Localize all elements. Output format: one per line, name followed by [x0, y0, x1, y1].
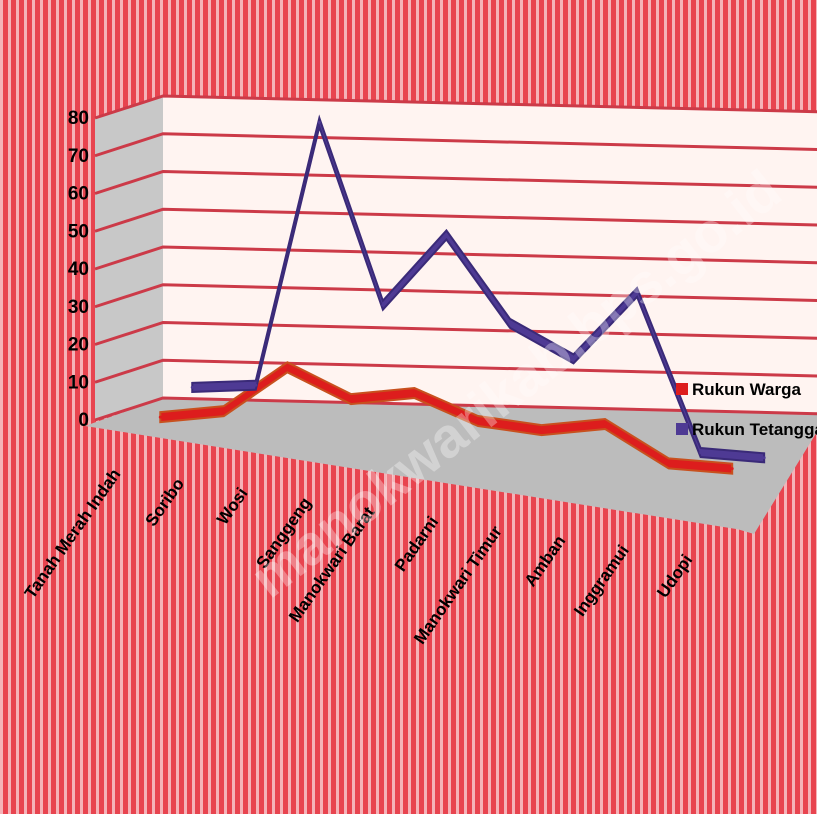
data-point-rukun-tetangga-sanggeng [381, 303, 385, 307]
y-tick-label: 60 [68, 184, 89, 205]
series-rukun-warga [158, 361, 734, 475]
y-tick-label: 30 [68, 297, 89, 318]
legend-swatch-rukun-warga [676, 383, 688, 395]
legend-swatch-rukun-tetangga [676, 423, 688, 435]
data-point-rukun-warga-wosi [285, 365, 289, 369]
y-tick-label: 10 [68, 372, 89, 393]
y-tick-label: 50 [68, 221, 89, 242]
data-point-rukun-tetangga-inggramui [699, 450, 703, 454]
gridline-10 [94, 358, 817, 384]
data-point-rukun-warga-udopi [730, 467, 734, 471]
data-point-rukun-warga-tanah-merah-indah [158, 415, 162, 419]
data-point-rukun-tetangga-udopi [762, 456, 766, 460]
data-point-rukun-warga-soribo [222, 409, 226, 413]
gridline-80 [94, 94, 817, 120]
data-point-rukun-tetangga-padarni [508, 321, 512, 325]
data-point-rukun-warga-manokwari-barat [412, 391, 416, 395]
gridline-70 [94, 132, 817, 158]
y-tick-label: 70 [68, 146, 89, 167]
gridline-50 [94, 207, 817, 233]
gridline-0 [94, 396, 817, 422]
data-series [158, 114, 766, 475]
series-rukun-tetangga [190, 114, 766, 464]
data-point-rukun-warga-amban [603, 422, 607, 426]
data-point-rukun-tetangga-manokwari-barat [444, 233, 448, 237]
data-point-rukun-tetangga-amban [635, 290, 639, 294]
data-point-rukun-warga-manokwari-timur [540, 428, 544, 432]
gridlines [94, 94, 817, 422]
data-point-rukun-warga-sanggeng [349, 397, 353, 401]
gridline-30 [94, 283, 817, 309]
gridline-20 [94, 320, 817, 346]
legend: Rukun Warga Rukun Tetangga [676, 380, 817, 439]
data-point-rukun-tetangga-manokwari-timur [572, 357, 576, 361]
series-ribbon-rukun-tetangga [191, 114, 766, 464]
gridline-40 [94, 245, 817, 271]
plot-floor [85, 398, 817, 534]
y-axis-tick-labels: 0 10 20 30 40 50 60 70 80 [68, 108, 89, 431]
y-tick-label: 80 [68, 108, 89, 129]
legend-label-rukun-warga: Rukun Warga [692, 380, 801, 399]
series-ribbon-rukun-warga [159, 361, 734, 475]
legend-label-rukun-tetangga: Rukun Tetangga [692, 420, 817, 439]
data-point-rukun-warga-inggramui [667, 461, 671, 465]
data-point-rukun-tetangga-tanah-merah-indah [190, 385, 194, 389]
y-tick-label: 40 [68, 259, 89, 280]
y-tick-label: 0 [78, 410, 89, 431]
data-point-rukun-tetangga-wosi [317, 120, 321, 124]
data-point-rukun-warga-padarni [476, 419, 480, 423]
gridline-60 [94, 169, 817, 195]
data-point-rukun-tetangga-soribo [254, 383, 258, 387]
y-tick-label: 20 [68, 335, 89, 356]
